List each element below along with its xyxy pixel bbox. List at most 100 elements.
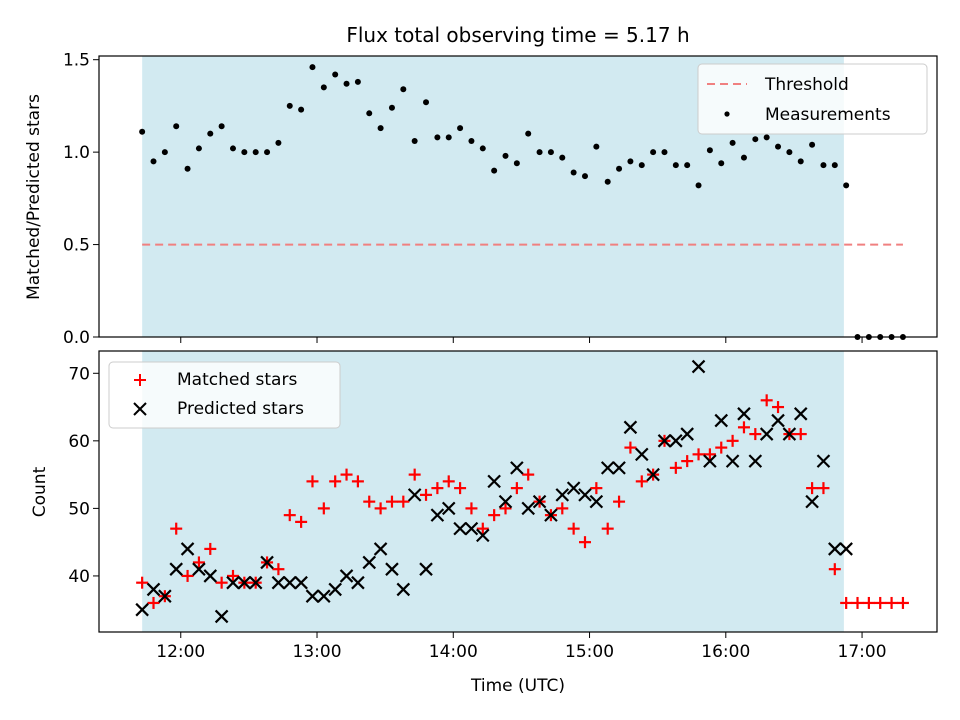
matched-star-point <box>170 522 183 535</box>
measurement-point <box>411 138 418 145</box>
measurement-point <box>581 173 588 180</box>
bottom-y-tick-label: 70 <box>68 364 90 384</box>
matched-star-point <box>329 475 342 488</box>
matched-star-point <box>499 502 512 515</box>
predicted-star-point <box>476 528 490 543</box>
matched-star-point <box>578 536 591 549</box>
matched-star-point <box>613 495 626 508</box>
matched-star-point <box>681 455 694 468</box>
matched-star-point <box>749 428 762 441</box>
legend-threshold-label: Threshold <box>764 75 849 95</box>
legend-predicted-swatch <box>133 402 147 416</box>
matched-star-point <box>431 482 444 495</box>
matched-star-point <box>715 441 728 454</box>
predicted-star-point <box>510 461 524 475</box>
measurement-point <box>513 160 520 167</box>
measurement-point <box>184 165 191 172</box>
predicted-star-point <box>703 454 717 468</box>
bottom-panel: 40 50 60 70 12:00 13:00 14:00 15:00 16:00 17:00 C… <box>30 350 938 696</box>
measurement-point <box>502 152 509 159</box>
predicted-star-point <box>146 582 161 597</box>
predicted-star-point <box>419 562 433 576</box>
matched-star-point <box>760 394 773 407</box>
predicted-star-point <box>158 589 172 603</box>
measurement-point <box>229 145 236 152</box>
matched-star-point <box>703 448 716 461</box>
measurement-point <box>786 149 793 156</box>
matched-star-point <box>397 495 410 508</box>
predicted-star-point <box>498 494 513 509</box>
legend-predicted-label: Predicted stars <box>177 399 304 419</box>
predicted-star-point <box>373 542 388 556</box>
predicted-star-point <box>566 481 581 495</box>
matched-star-point <box>862 596 875 609</box>
matched-star-point <box>136 576 149 589</box>
predicted-star-point <box>600 461 615 475</box>
top-plot-marks <box>139 64 906 340</box>
predicted-star-point <box>532 494 547 509</box>
predicted-star-point <box>782 427 797 441</box>
predicted-star-point <box>328 582 342 597</box>
matched-star-point <box>226 569 239 582</box>
matched-star-point <box>726 434 739 447</box>
legend-measurements-label: Measurements <box>765 105 891 125</box>
predicted-star-point <box>634 447 649 462</box>
measurement-point <box>706 147 713 154</box>
top-legend-box <box>697 63 928 135</box>
predicted-star-point <box>203 569 218 583</box>
top-y-axis-label: Matched/Predicted stars <box>24 94 44 300</box>
measurement-point <box>775 143 782 150</box>
measurement-point <box>684 162 691 169</box>
matched-star-point <box>488 509 501 522</box>
bottom-y-tick-label: 60 <box>68 432 90 452</box>
predicted-star-point <box>464 521 479 536</box>
matched-star-point <box>669 461 682 474</box>
predicted-star-point <box>793 407 808 421</box>
top-y-tick-label: 0.5 <box>63 236 90 256</box>
predicted-star-point <box>169 562 183 576</box>
predicted-star-point <box>282 575 297 590</box>
matched-star-point <box>442 475 455 488</box>
measurement-point <box>536 149 543 156</box>
measurement-point <box>718 160 725 167</box>
measurement-point <box>525 130 532 137</box>
measurement-point <box>423 99 430 106</box>
matched-star-point <box>340 468 353 481</box>
matched-star-point <box>624 441 637 454</box>
predicted-star-point <box>305 589 320 603</box>
predicted-star-point <box>646 467 660 482</box>
matched-star-point <box>794 428 807 441</box>
matched-star-point <box>590 482 603 495</box>
predicted-star-point <box>430 508 445 522</box>
matched-star-point <box>635 475 648 488</box>
matched-star-point <box>567 522 580 535</box>
legend-measurements-swatch <box>724 111 730 117</box>
predicted-star-point <box>680 427 694 441</box>
predicted-star-point <box>771 413 785 428</box>
predicted-star-point <box>453 521 467 536</box>
measurement-point <box>752 136 759 143</box>
predicted-star-point <box>657 434 672 448</box>
measurement-point <box>286 102 293 109</box>
measurement-point <box>377 125 384 132</box>
predicted-star-point <box>691 359 706 374</box>
measurement-point <box>650 149 657 156</box>
predicted-star-point <box>555 488 570 502</box>
predicted-star-point <box>612 461 626 475</box>
predicted-star-point <box>192 562 206 576</box>
x-tick-label: 13:00 <box>293 642 342 662</box>
matched-star-point <box>737 421 750 434</box>
matched-star-point <box>772 401 785 414</box>
measurement-point <box>332 71 339 78</box>
matched-star-point <box>192 556 205 569</box>
matched-star-point <box>601 522 614 535</box>
measurement-point <box>695 182 702 189</box>
top-y-tick-label: 0.0 <box>63 328 90 348</box>
predicted-star-point <box>214 609 229 624</box>
predicted-star-point <box>407 488 422 502</box>
matched-star-point <box>317 502 330 515</box>
predicted-star-point <box>816 454 831 468</box>
measurement-point <box>570 169 577 176</box>
top-panel: 0.0 0.5 1.0 1.5 Matched/Predicted stars Thr… <box>24 51 938 348</box>
matched-star-point <box>522 468 535 481</box>
